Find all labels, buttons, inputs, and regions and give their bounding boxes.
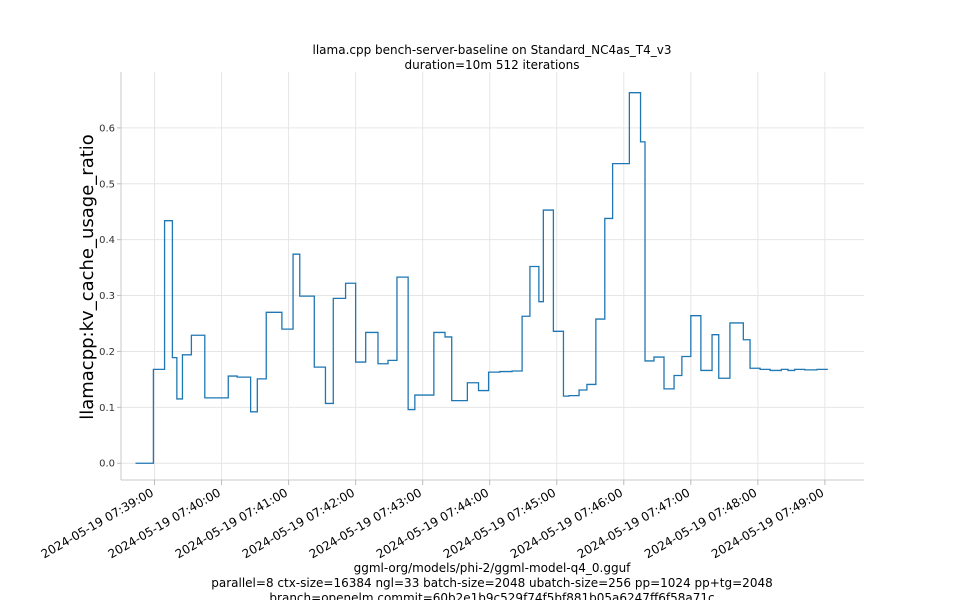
x-tick-label: 2024-05-19 07:43:00 xyxy=(307,485,424,561)
y-tick-label: 0.3 xyxy=(99,291,115,302)
x-tick-label: 2024-05-19 07:46:00 xyxy=(508,485,625,561)
y-tick-label: 0.0 xyxy=(99,459,115,470)
y-tick-label: 0.4 xyxy=(99,235,115,246)
chart-title: llama.cpp bench-server-baseline on Stand… xyxy=(313,43,672,57)
grid-layer xyxy=(121,72,864,480)
axes-layer xyxy=(120,72,864,481)
chart-title-group: llama.cpp bench-server-baseline on Stand… xyxy=(313,43,672,72)
x-tick-label: 2024-05-19 07:40:00 xyxy=(106,485,223,561)
series-line xyxy=(135,92,828,464)
x-tick-label: 2024-05-19 07:39:00 xyxy=(39,485,156,561)
chart-subtitle: duration=10m 512 iterations xyxy=(405,58,580,72)
x-tick-label: 2024-05-19 07:47:00 xyxy=(575,485,692,561)
x-axis-label-branch: branch=openelm commit=60b2e1b9c529f74f5b… xyxy=(269,591,714,600)
x-tick-label: 2024-05-19 07:41:00 xyxy=(173,485,290,561)
x-tick-label: 2024-05-19 07:45:00 xyxy=(441,485,558,561)
x-tick-label: 2024-05-19 07:49:00 xyxy=(709,485,826,561)
y-axis-label: llamacpp:kv_cache_usage_ratio xyxy=(77,134,98,420)
y-tick-label: 0.2 xyxy=(99,347,115,358)
x-tick-label: 2024-05-19 07:48:00 xyxy=(642,485,759,561)
x-tick-label: 2024-05-19 07:44:00 xyxy=(374,485,491,561)
x-axis-label-group: ggml-org/models/phi-2/ggml-model-q4_0.gg… xyxy=(211,561,772,600)
x-axis-label-model: ggml-org/models/phi-2/ggml-model-q4_0.gg… xyxy=(354,561,632,575)
x-tick-label: 2024-05-19 07:42:00 xyxy=(240,485,357,561)
y-tick-label: 0.5 xyxy=(99,179,115,190)
x-axis-label-params: parallel=8 ctx-size=16384 ngl=33 batch-s… xyxy=(211,576,772,590)
y-tick-label: 0.1 xyxy=(99,403,115,414)
y-ticks-layer: 0.0 0.1 0.2 0.3 0.4 0.5 0.6 xyxy=(99,123,121,470)
series-layer xyxy=(135,92,828,464)
y-tick-label: 0.6 xyxy=(99,123,115,134)
